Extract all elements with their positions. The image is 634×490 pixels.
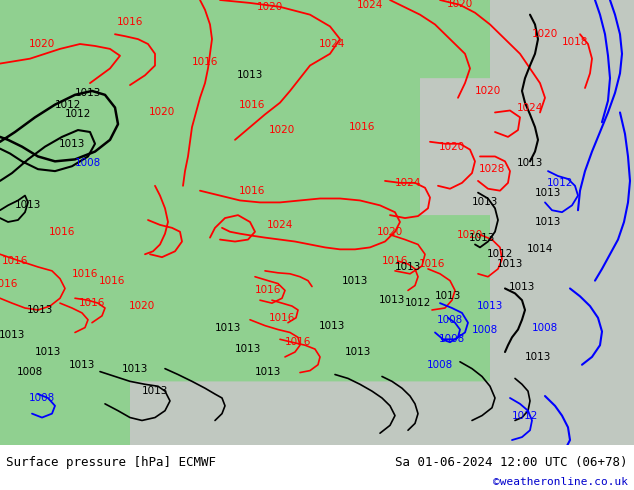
Text: 1024: 1024 [267, 220, 293, 230]
Text: 1008: 1008 [427, 360, 453, 370]
Text: 1012: 1012 [405, 298, 431, 308]
Text: 1013: 1013 [59, 139, 85, 149]
Text: 1018: 1018 [562, 37, 588, 47]
Text: 1013: 1013 [27, 305, 53, 315]
Text: 1008: 1008 [437, 315, 463, 325]
Text: 1016: 1016 [285, 337, 311, 347]
Text: 1028: 1028 [479, 164, 505, 174]
Text: 1016: 1016 [49, 227, 75, 237]
Text: 1020: 1020 [439, 142, 465, 152]
Text: 1016: 1016 [382, 256, 408, 266]
Text: Surface pressure [hPa] ECMWF: Surface pressure [hPa] ECMWF [6, 456, 216, 468]
Text: 1008: 1008 [532, 322, 558, 333]
Text: 1013: 1013 [378, 295, 405, 305]
Text: 1008: 1008 [472, 324, 498, 335]
Text: 1013: 1013 [509, 282, 535, 292]
Text: 1016: 1016 [239, 99, 265, 110]
Text: 1012: 1012 [65, 109, 91, 120]
Text: 1016: 1016 [419, 259, 445, 269]
Text: 1013: 1013 [75, 88, 101, 98]
Text: 1008: 1008 [17, 367, 43, 377]
Text: 1020: 1020 [532, 29, 558, 39]
Text: 1013: 1013 [319, 320, 345, 331]
Text: 1013: 1013 [472, 197, 498, 207]
Text: 1016: 1016 [99, 276, 125, 286]
Text: 1013: 1013 [255, 367, 281, 377]
Text: 1016: 1016 [0, 279, 18, 289]
Text: 1013: 1013 [535, 188, 561, 197]
Text: 1012: 1012 [487, 249, 513, 259]
Text: 1020: 1020 [475, 86, 501, 96]
Text: 1013: 1013 [497, 259, 523, 269]
Text: 1016: 1016 [192, 57, 218, 67]
Text: 1013: 1013 [237, 70, 263, 80]
Text: 1013: 1013 [469, 233, 495, 243]
Text: ©weatheronline.co.uk: ©weatheronline.co.uk [493, 477, 628, 487]
Text: 1024: 1024 [357, 0, 383, 10]
Text: 1016: 1016 [255, 285, 281, 295]
Text: 1016: 1016 [79, 298, 105, 308]
Text: 1014: 1014 [527, 245, 553, 254]
Text: 1012: 1012 [512, 411, 538, 420]
Text: 1012: 1012 [547, 178, 573, 188]
Text: 1008: 1008 [75, 158, 101, 168]
Text: 1020: 1020 [457, 230, 483, 240]
Text: 1013: 1013 [517, 158, 543, 168]
Text: 1008: 1008 [29, 393, 55, 403]
Text: 1013: 1013 [15, 200, 41, 210]
Text: 1016: 1016 [2, 256, 28, 266]
Text: 1016: 1016 [239, 186, 265, 196]
Text: 1020: 1020 [269, 125, 295, 135]
Text: 1016: 1016 [117, 18, 143, 27]
Text: 1024: 1024 [395, 178, 421, 188]
Text: 1013: 1013 [35, 347, 61, 357]
Text: Sa 01-06-2024 12:00 UTC (06+78): Sa 01-06-2024 12:00 UTC (06+78) [395, 456, 628, 468]
Text: 1013: 1013 [235, 344, 261, 354]
Text: 1016: 1016 [72, 269, 98, 279]
Text: 1016: 1016 [269, 313, 295, 323]
Text: 1013: 1013 [525, 352, 551, 362]
Text: 1024: 1024 [517, 102, 543, 113]
Text: 1013: 1013 [215, 322, 241, 333]
Text: 1016: 1016 [349, 122, 375, 132]
Text: 1013: 1013 [477, 301, 503, 311]
Text: 1013: 1013 [342, 276, 368, 286]
Text: 1020: 1020 [129, 301, 155, 311]
Text: 1012: 1012 [55, 99, 81, 110]
Text: 1013: 1013 [435, 291, 461, 301]
Text: 1013: 1013 [395, 262, 421, 272]
Text: 1008: 1008 [439, 334, 465, 344]
Text: 1020: 1020 [257, 2, 283, 12]
Text: 1013: 1013 [345, 347, 371, 357]
Text: 1020: 1020 [377, 227, 403, 237]
Text: 1020: 1020 [447, 0, 473, 9]
Text: 1013: 1013 [69, 360, 95, 370]
Text: 1013: 1013 [0, 330, 25, 341]
Text: 1013: 1013 [142, 386, 168, 396]
Text: 1013: 1013 [122, 364, 148, 374]
Text: 1020: 1020 [149, 107, 175, 118]
Text: 1024: 1024 [319, 39, 345, 49]
Text: 1013: 1013 [535, 217, 561, 227]
Text: 1020: 1020 [29, 39, 55, 49]
